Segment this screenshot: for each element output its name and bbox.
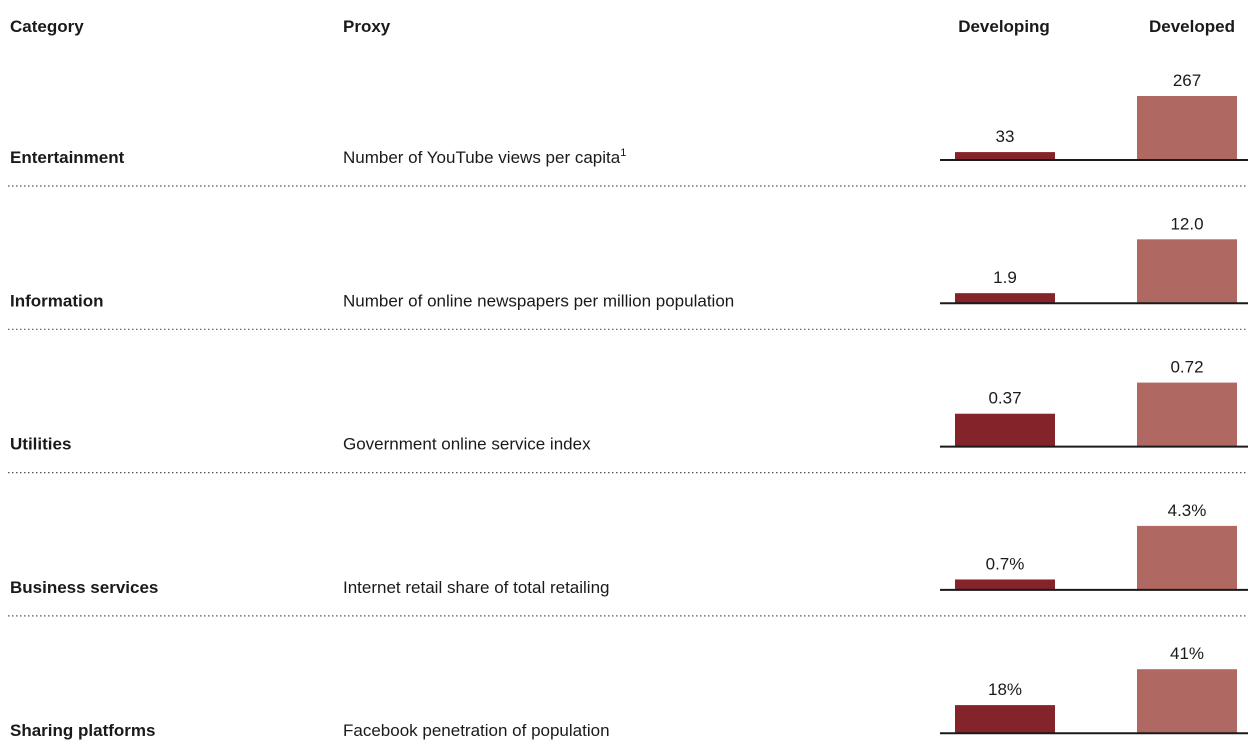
proxy: Government online service index <box>343 435 591 454</box>
category: Entertainment <box>10 148 125 167</box>
value-label: 0.7% <box>986 554 1025 573</box>
bar-developed <box>1137 239 1237 304</box>
bar-developing <box>955 705 1055 734</box>
proxy-text: Internet retail share of total retailing <box>343 578 609 597</box>
bar-developing <box>955 579 1055 590</box>
proxy-text: Number of online newspapers per million … <box>343 291 734 310</box>
value-label: 1.9 <box>993 268 1017 287</box>
bar-developing <box>955 152 1055 160</box>
category: Utilities <box>10 435 71 454</box>
bar-developing <box>955 293 1055 304</box>
bar-developed <box>1137 96 1237 160</box>
category: Business services <box>10 578 158 597</box>
value-label: 12.0 <box>1170 214 1203 233</box>
value-label: 267 <box>1173 71 1201 90</box>
proxy: Number of online newspapers per million … <box>343 291 734 310</box>
header-developed: Developed <box>1149 17 1235 36</box>
category: Information <box>10 291 104 310</box>
value-label: 33 <box>996 127 1015 146</box>
proxy-text: Number of YouTube views per capita <box>343 148 621 167</box>
value-label: 41% <box>1170 644 1204 663</box>
proxy: Facebook penetration of population <box>343 721 610 740</box>
value-label: 4.3% <box>1168 501 1207 520</box>
bar-developing <box>955 413 1055 447</box>
bar-developed <box>1137 525 1237 590</box>
header-proxy: Proxy <box>343 17 391 36</box>
proxy-text: Facebook penetration of population <box>343 721 610 740</box>
bar-developed <box>1137 669 1237 734</box>
value-label: 0.37 <box>988 389 1021 408</box>
header-developing: Developing <box>958 17 1050 36</box>
value-label: 18% <box>988 680 1022 699</box>
proxy-text: Government online service index <box>343 435 591 454</box>
footnote: 1 <box>620 147 626 159</box>
bar-developed <box>1137 382 1237 447</box>
value-label: 0.72 <box>1170 358 1203 377</box>
header-category: Category <box>10 17 84 36</box>
proxy: Internet retail share of total retailing <box>343 578 609 597</box>
category: Sharing platforms <box>10 721 155 740</box>
proxy: Number of YouTube views per capita1 <box>343 147 626 167</box>
